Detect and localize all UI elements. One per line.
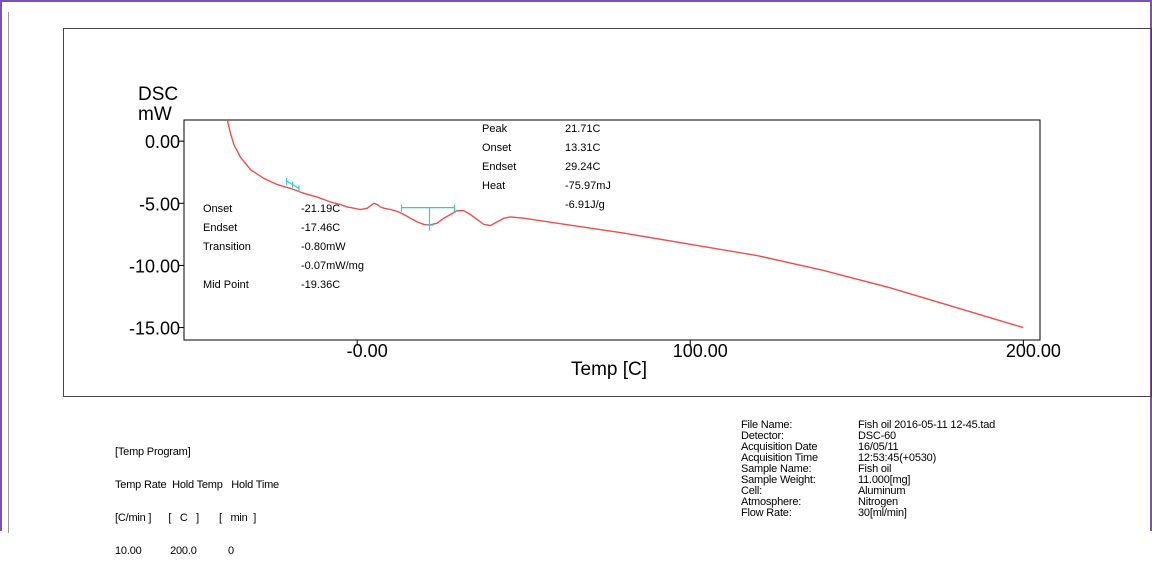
file-info-value: Fish oil	[858, 463, 892, 475]
annotation-value: -17.46C	[301, 222, 340, 234]
file-info-block: File Name: Fish oil 2016-05-11 12-45.tad D…	[741, 419, 995, 519]
file-info-value: DSC-60	[858, 430, 896, 442]
annotation-label: Heat	[482, 180, 505, 192]
y-tick-label: -10.00	[129, 256, 180, 276]
file-info-row: Acquisition Date 16/05/11	[741, 441, 899, 453]
x-tick-label: -0.00	[347, 341, 388, 361]
file-info-value: 12:53:45(+0530)	[858, 452, 937, 464]
annotation-label: Transition	[203, 241, 251, 253]
annotation-value: -0.80mW	[301, 241, 346, 253]
file-info-value: Nitrogen	[858, 496, 898, 508]
annotation-value: 13.31C	[565, 142, 601, 154]
file-info-value: 11.000[mg]	[858, 474, 911, 486]
annotation-value: -21.19C	[301, 203, 340, 215]
temp-program-units: [C/min ] [ C ] [ min ]	[115, 512, 257, 524]
file-info-label: Cell:	[741, 485, 763, 497]
annotation-label: Onset	[482, 142, 511, 154]
temp-program-header: [Temp Program]	[115, 446, 191, 458]
file-info-row: Sample Weight: 11.000[mg]	[741, 474, 910, 486]
x-axis-label: Temp [C]	[571, 359, 647, 380]
file-info-label: Sample Name:	[741, 463, 812, 475]
file-info-value: Fish oil 2016-05-11 12-45.tad	[858, 419, 996, 431]
temp-program-block: [Temp Program] Temp Rate Hold Temp Hold …	[115, 425, 279, 568]
file-info-label: Acquisition Time	[741, 452, 818, 464]
temp-program-columns: Temp Rate Hold Temp Hold Time	[115, 479, 279, 491]
y-tick-label: -5.00	[139, 194, 180, 214]
file-info-row: Cell: Aluminum	[741, 485, 906, 497]
dsc-curve	[226, 119, 1024, 329]
annotation-value: 21.71C	[565, 123, 601, 135]
annotation-label: Endset	[482, 161, 516, 173]
plot-area	[183, 119, 1041, 341]
file-info-label: Sample Weight:	[741, 474, 816, 486]
x-tick-label: 200.00	[1006, 341, 1061, 361]
dsc-chart: DSC mW 0.00 -5.00 -10.00 -15.00 -0.00 100.00…	[129, 84, 1061, 380]
file-info-label: Detector:	[741, 430, 784, 442]
file-info-value: Aluminum	[858, 485, 906, 497]
file-info-row: Atmosphere: Nitrogen	[741, 496, 898, 508]
annotation-value: -19.36C	[301, 279, 340, 291]
annotation-label: Endset	[203, 222, 237, 234]
temp-program-values: 10.00 200.0 0	[115, 545, 234, 557]
annotation-value: -75.97mJ	[565, 180, 611, 192]
annotation-value: -6.91J/g	[565, 199, 605, 211]
x-tick-label: 100.00	[673, 341, 728, 361]
file-info-row: Flow Rate: 30[ml/min]	[741, 507, 907, 519]
annotation-label: Mid Point	[203, 279, 249, 291]
annotation-label: Peak	[482, 123, 508, 135]
file-info-value: 30[ml/min]	[858, 507, 907, 519]
file-info-row: Sample Name: Fish oil	[741, 463, 891, 475]
y-axis-label-line1: DSC	[138, 84, 178, 105]
annotation-label: Onset	[203, 203, 232, 215]
file-info-row: Detector: DSC-60	[741, 430, 896, 442]
left-margin-line	[8, 12, 9, 533]
file-info-label: File Name:	[741, 419, 793, 431]
file-info-label: Atmosphere:	[741, 496, 802, 508]
file-info-value: 16/05/11	[858, 441, 899, 453]
y-tick-label: 0.00	[145, 132, 180, 152]
annotation-value: 29.24C	[565, 161, 601, 173]
file-info-label: Flow Rate:	[741, 507, 792, 519]
file-info-label: Acquisition Date	[741, 441, 818, 453]
y-axis-label-line2: mW	[138, 104, 172, 125]
y-tick-label: -15.00	[129, 319, 180, 339]
annotation-value: -0.07mW/mg	[301, 260, 364, 272]
file-info-row: File Name: Fish oil 2016-05-11 12-45.tad	[741, 419, 995, 431]
file-info-row: Acquisition Time 12:53:45(+0530)	[741, 452, 936, 464]
